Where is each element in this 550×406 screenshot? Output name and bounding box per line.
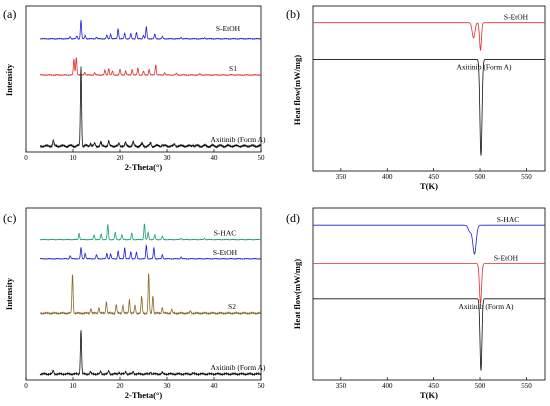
x-axis-title: T(K) <box>420 181 438 191</box>
x-tick-label: 350 <box>336 382 347 390</box>
x-tick-label: 450 <box>428 173 439 181</box>
panel-label: (a) <box>3 7 16 21</box>
panel-d: (d) 350 400 450 500 550 T(K) Heat flow(mW/mg) S-… <box>286 207 546 400</box>
x-tick-label: 500 <box>475 382 486 390</box>
series-line-axitinib-form-a- <box>39 66 262 150</box>
series-line-s1 <box>39 57 262 77</box>
plot-frame <box>25 5 262 153</box>
panel-a: (a) 0 10 20 30 40 50 2-Theta(°) Intensity S-EtOH S… <box>3 5 266 172</box>
series-line-s-etoh <box>39 19 262 40</box>
x-tick-label: 550 <box>521 382 532 390</box>
y-axis-title: Heat flow(mW/mg) <box>292 259 302 329</box>
panel-label: (b) <box>286 7 300 21</box>
series-line-axitinib-form-a- <box>39 330 262 377</box>
series-label: S-EtOH <box>494 254 519 263</box>
y-axis-title: Intensity <box>4 277 14 310</box>
x-axis-title: 2-Theta(°) <box>125 390 163 400</box>
series-label: S1 <box>229 64 237 73</box>
plot-frame <box>312 5 546 172</box>
x-axis-title: 2-Theta(°) <box>125 162 163 172</box>
x-axis-title: T(K) <box>420 390 438 400</box>
x-tick-label: 40 <box>211 382 219 390</box>
x-tick-label: 400 <box>382 173 393 181</box>
panel-label: (d) <box>286 211 300 225</box>
series-label: Axitinib (Form A) <box>456 62 512 71</box>
x-tick-label: 50 <box>258 382 266 390</box>
panel-b: (b) 350 400 450 500 550 T(K) Heat flow(mW/mg) S-… <box>286 5 546 191</box>
series-label: Axitinib (Form A) <box>458 302 514 311</box>
y-axis-title: Intensity <box>4 63 14 96</box>
x-tick-label: 500 <box>475 173 486 181</box>
y-axis-title: Heat flow(mW/mg) <box>292 55 302 125</box>
series-label: S-HAC <box>214 229 237 238</box>
panel-label: (c) <box>3 211 16 225</box>
series-label: S-EtOH <box>504 13 529 22</box>
series-line-axitinib-form-a- <box>313 59 545 156</box>
series-line-axitinib-form-a- <box>313 298 545 371</box>
series-label: Axitinib (Form A) <box>210 363 266 372</box>
x-tick-label: 20 <box>117 382 125 390</box>
series-label: S-EtOH <box>213 248 238 257</box>
x-tick-label: 550 <box>521 173 532 181</box>
series-label: S2 <box>228 302 236 311</box>
series-label: S-HAC <box>497 215 520 224</box>
plot-frame <box>25 207 262 381</box>
x-tick-label: 450 <box>428 382 439 390</box>
series-line-s-hac <box>313 224 545 255</box>
x-tick-label: 30 <box>164 382 172 390</box>
x-tick-label: 10 <box>70 154 78 162</box>
x-tick-label: 10 <box>70 382 78 390</box>
series-line-s-etoh <box>313 263 545 305</box>
series-line-s-etoh <box>39 243 262 260</box>
series-line-s-etoh <box>313 22 545 51</box>
x-tick-label: 40 <box>211 154 219 162</box>
x-tick-label: 50 <box>258 154 266 162</box>
x-tick-label: 30 <box>164 154 172 162</box>
x-tick-label: 0 <box>24 382 28 390</box>
panel-c: (c) 0 10 20 30 40 50 2-Theta(°) Intensity S-HAC S-… <box>3 207 266 400</box>
series-line-s2 <box>40 273 262 316</box>
x-tick-label: 0 <box>24 154 28 162</box>
x-tick-label: 400 <box>382 382 393 390</box>
x-tick-label: 350 <box>336 173 347 181</box>
series-label: S-EtOH <box>216 24 241 33</box>
series-line-s-hac <box>39 223 262 241</box>
plot-frame <box>312 207 546 381</box>
x-tick-label: 20 <box>117 154 125 162</box>
series-label: Axitinib (Form A) <box>210 135 266 144</box>
